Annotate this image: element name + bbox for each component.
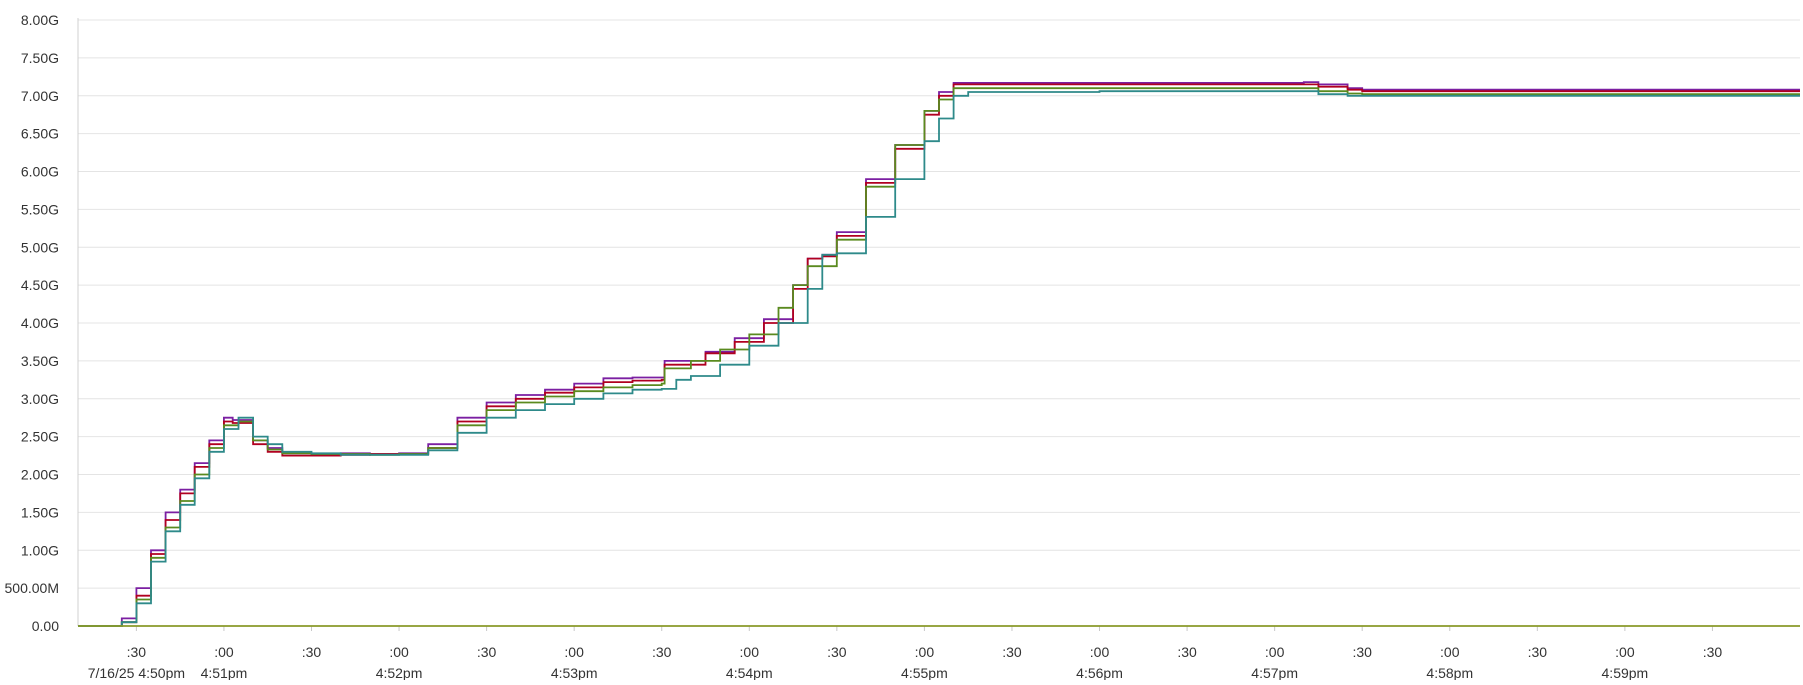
x-tick-label: :30 <box>127 644 147 660</box>
y-tick-label: 7.50G <box>21 50 59 66</box>
x-tick-label: :00 <box>214 644 234 660</box>
series-line-2 <box>78 83 1800 627</box>
y-tick-label: 500.00M <box>5 580 59 596</box>
x-tick-label: :30 <box>477 644 497 660</box>
x-tick-label: :30 <box>302 644 322 660</box>
y-tick-label: 7.00G <box>21 88 59 104</box>
x-axis-tick-labels: :30 7/16/25 4:50pm :00 4:51pm :30 :00 4:52pm :3… <box>88 644 1723 681</box>
x-tick-label: :30 <box>652 644 672 660</box>
x-tick-sublabel: 7/16/25 4:50pm <box>88 665 185 680</box>
x-tick-label: :00 <box>915 644 935 660</box>
x-tick-sublabel: 4:54pm <box>726 665 773 680</box>
y-tick-label: 0.00 <box>32 618 59 634</box>
y-tick-label: 5.50G <box>21 201 59 217</box>
series-line-3 <box>78 87 1800 627</box>
y-tick-label: 8.00G <box>21 12 59 28</box>
y-tick-label: 1.50G <box>21 504 59 520</box>
y-axis-tick-labels: 0.00 500.00M 1.00G 1.50G 2.00G 2.50G 3.00G 3.50… <box>5 12 60 634</box>
x-tick-label: :00 <box>564 644 584 660</box>
x-tick-label: :00 <box>740 644 760 660</box>
x-tick-label: :30 <box>1002 644 1022 660</box>
x-tick-sublabel: 4:59pm <box>1602 665 1649 680</box>
y-tick-label: 5.00G <box>21 239 59 255</box>
x-tick-sublabel: 4:53pm <box>551 665 598 680</box>
x-tick-label: :30 <box>1528 644 1548 660</box>
y-tick-label: 1.00G <box>21 542 59 558</box>
x-tick-label: :00 <box>389 644 409 660</box>
x-tick-sublabel: 4:52pm <box>376 665 423 680</box>
x-tick-label: :00 <box>1440 644 1460 660</box>
y-tick-label: 6.00G <box>21 164 59 180</box>
y-tick-label: 3.50G <box>21 353 59 369</box>
series-line-1 <box>78 81 1800 627</box>
x-tick-label: :30 <box>827 644 847 660</box>
y-tick-label: 2.00G <box>21 467 59 483</box>
x-tick-sublabel: 4:55pm <box>901 665 948 680</box>
x-tick-label: :00 <box>1265 644 1285 660</box>
y-tick-label: 3.00G <box>21 391 59 407</box>
y-tick-label: 2.50G <box>21 429 59 445</box>
x-tick-label: :00 <box>1615 644 1635 660</box>
series-line-4 <box>78 90 1800 627</box>
x-tick-sublabel: 4:58pm <box>1426 665 1473 680</box>
x-tick-sublabel: 4:56pm <box>1076 665 1123 680</box>
x-tick-label: :30 <box>1177 644 1197 660</box>
x-tick-label: :30 <box>1352 644 1372 660</box>
x-tick-sublabel: 4:51pm <box>201 665 248 680</box>
y-tick-label: 4.50G <box>21 277 59 293</box>
x-tick-sublabel: 4:57pm <box>1251 665 1298 680</box>
series-lines <box>78 81 1800 627</box>
y-tick-label: 6.50G <box>21 126 59 142</box>
x-tick-label: :00 <box>1090 644 1110 660</box>
x-tick-label: :30 <box>1703 644 1723 660</box>
y-tick-label: 4.00G <box>21 315 59 331</box>
